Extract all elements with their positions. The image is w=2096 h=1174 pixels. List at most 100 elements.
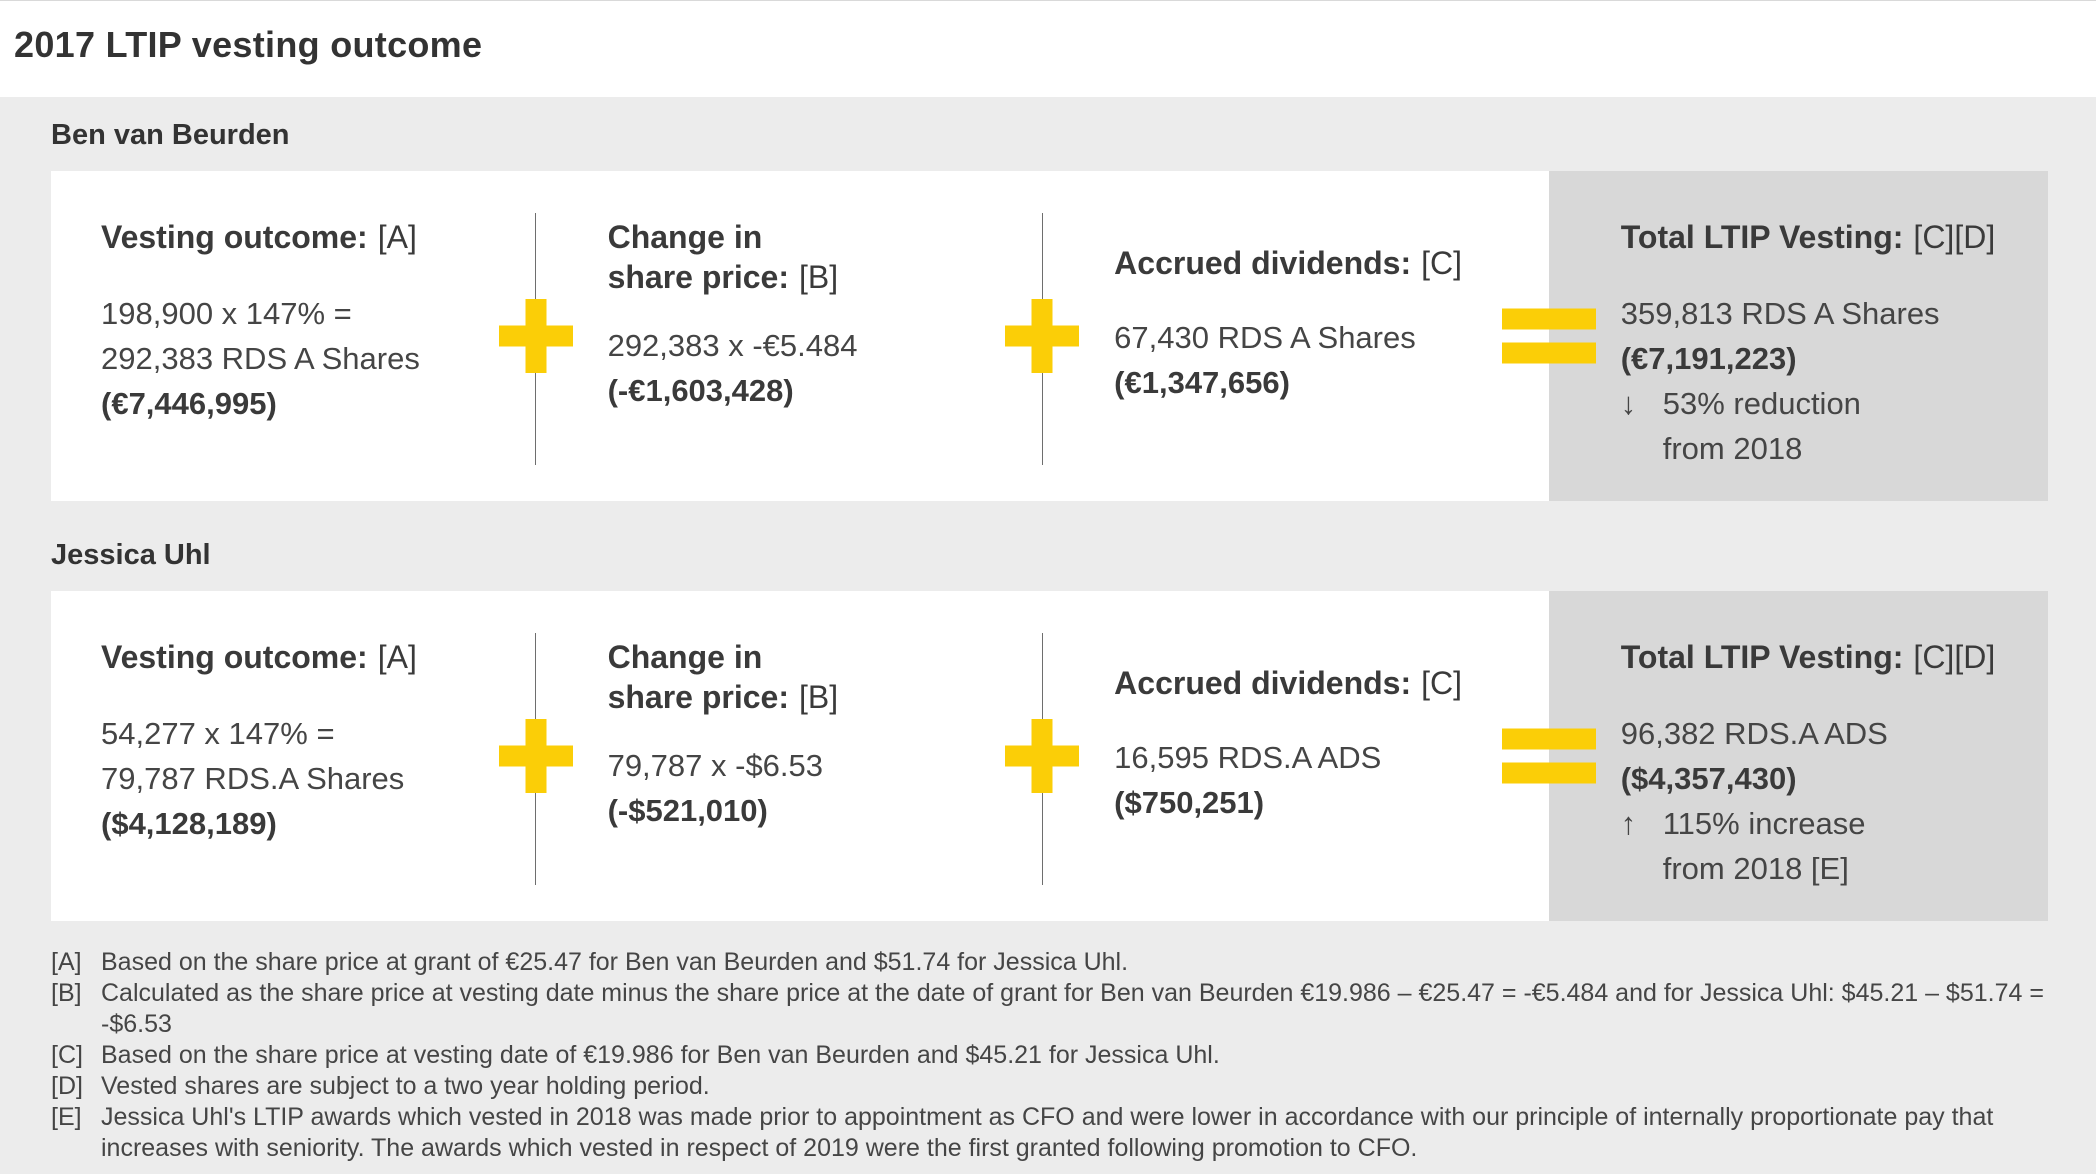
change-text-line2: from 2018 [E] — [1662, 851, 1849, 886]
footnote-text: Jessica Uhl's LTIP awards which vested i… — [101, 1103, 1994, 1162]
cell-body: 96,382 RDS.A ADS ($4,357,430) ↑ 115% incr… — [1621, 711, 2024, 891]
cell-heading: Accrued dividends: [C] — [1114, 243, 1525, 283]
plus-icon — [499, 299, 573, 373]
cell-heading: Total LTIP Vesting: [C][D] — [1621, 637, 2024, 677]
cell-heading: Total LTIP Vesting: [C][D] — [1621, 217, 2024, 257]
change-vs-prior-year: ↑ 115% increase — [1621, 801, 2024, 846]
total-vesting-cell: Total LTIP Vesting: [C][D] 96,382 RDS.A A… — [1501, 591, 2048, 921]
calculation-line: 292,383 RDS A Shares — [101, 341, 420, 376]
total-value-line: ($4,357,430) — [1620, 761, 1797, 796]
footnote-text: Vested shares are subject to a two year … — [101, 1072, 710, 1100]
calculation-result: (-$521,010) — [607, 793, 768, 828]
calculation-result: (€1,347,656) — [1114, 365, 1290, 400]
cell-heading-label: share price: — [607, 259, 789, 295]
cell-heading: Vesting outcome: [A] — [101, 637, 512, 677]
calculation-line: 16,595 RDS.A ADS — [1114, 740, 1382, 775]
footnotes: [A] Based on the share price at grant of… — [51, 947, 2048, 1164]
total-vesting-cell: Total LTIP Vesting: [C][D] 359,813 RDS A … — [1501, 171, 2048, 501]
footnote-text: Calculated as the share price at vesting… — [101, 979, 2044, 1038]
equals-icon — [1501, 308, 1596, 364]
vesting-outcome-cell: Vesting outcome: [A] 54,277 x 147% = 79,7… — [51, 591, 536, 921]
cell-heading-label: share price: — [607, 679, 789, 715]
footnote-ref-marker: [B] — [799, 679, 839, 715]
calculation-result: ($4,128,189) — [101, 806, 277, 841]
footnote-ref: [D] — [51, 1072, 83, 1100]
footnote: [A] Based on the share price at grant of… — [51, 947, 2048, 978]
cell-body: 359,813 RDS A Shares (€7,191,223) ↓ 53% r… — [1621, 291, 2024, 471]
footnote-ref: [C] — [51, 1041, 83, 1069]
change-text: 53% reduction — [1662, 386, 1861, 421]
cell-body: 79,787 x -$6.53 (-$521,010) — [608, 743, 1019, 833]
change-vs-prior-year: ↓ 53% reduction — [1621, 381, 2024, 426]
down-arrow-icon: ↓ — [1620, 386, 1637, 421]
calculation-line: 67,430 RDS A Shares — [1114, 320, 1416, 355]
footnote: [B] Calculated as the share price at ves… — [51, 978, 2048, 1040]
cell-body: 198,900 x 147% = 292,383 RDS A Shares (€… — [101, 291, 512, 426]
calculation-line: 54,277 x 147% = — [101, 716, 335, 751]
footnote-ref-marker: [C][D] — [1913, 639, 1996, 675]
total-shares-line: 359,813 RDS A Shares — [1620, 296, 1940, 331]
plus-icon — [1005, 299, 1079, 373]
footnote-ref-marker: [C] — [1421, 245, 1462, 281]
footnote: [E] Jessica Uhl's LTIP awards which vest… — [51, 1102, 2048, 1164]
cell-heading-label: Change in — [607, 219, 763, 255]
change-text: 115% increase — [1662, 806, 1866, 841]
total-value-line: (€7,191,223) — [1620, 341, 1797, 376]
cell-heading: Vesting outcome: [A] — [101, 217, 512, 257]
accrued-dividends-cell: Accrued dividends: [C] 16,595 RDS.A ADS (… — [1042, 591, 1549, 921]
panel-heading: Ben van Beurden — [51, 119, 290, 151]
footnote-ref: [B] — [51, 979, 82, 1007]
cell-heading: Accrued dividends: [C] — [1114, 663, 1525, 703]
cell-heading-label: Total LTIP Vesting: — [1620, 639, 1904, 675]
footnote-ref: [E] — [51, 1103, 82, 1131]
footnote-text: Based on the share price at grant of €25… — [101, 948, 1129, 976]
calculation-line: 292,383 x -€5.484 — [607, 328, 858, 363]
footnote-text: Based on the share price at vesting date… — [101, 1041, 1220, 1069]
cell-heading-label: Total LTIP Vesting: — [1620, 219, 1904, 255]
cell-heading-label: Accrued dividends: — [1114, 665, 1412, 701]
equals-icon — [1501, 728, 1596, 784]
cell-body: 16,595 RDS.A ADS ($750,251) — [1114, 735, 1525, 825]
calculation-card: Vesting outcome: [A] 198,900 x 147% = 292… — [51, 171, 2048, 501]
cell-heading: Change in share price: [B] — [608, 217, 1019, 297]
total-shares-line: 96,382 RDS.A ADS — [1620, 716, 1888, 751]
cell-heading-label: Vesting outcome: — [101, 639, 368, 675]
calculation-result: ($750,251) — [1114, 785, 1265, 820]
cell-body: 67,430 RDS A Shares (€1,347,656) — [1114, 315, 1525, 405]
footnote-ref-marker: [B] — [799, 259, 839, 295]
plus-icon — [499, 719, 573, 793]
accrued-dividends-cell: Accrued dividends: [C] 67,430 RDS A Share… — [1042, 171, 1549, 501]
figure-body: Ben van Beurden Vesting outcome: [A] 198,… — [0, 97, 2096, 1174]
calculation-line: 79,787 x -$6.53 — [607, 748, 824, 783]
cell-heading-label: Accrued dividends: — [1114, 245, 1412, 281]
share-price-change-cell: Change in share price: [B] 79,787 x -$6.5… — [536, 591, 1043, 921]
change-text-line2: from 2018 — [1662, 431, 1803, 466]
footnote-ref-marker: [C] — [1421, 665, 1462, 701]
vesting-outcome-cell: Vesting outcome: [A] 198,900 x 147% = 292… — [51, 171, 536, 501]
footnote-ref: [A] — [51, 948, 82, 976]
panel-heading: Jessica Uhl — [51, 539, 211, 571]
cell-heading: Change in share price: [B] — [608, 637, 1019, 717]
cell-heading-label: Vesting outcome: — [101, 219, 368, 255]
cell-body: 54,277 x 147% = 79,787 RDS.A Shares ($4,… — [101, 711, 512, 846]
figure-header: 2017 LTIP vesting outcome — [0, 1, 2096, 97]
calculation-card: Vesting outcome: [A] 54,277 x 147% = 79,7… — [51, 591, 2048, 921]
footnote-ref-marker: [A] — [377, 639, 417, 675]
cell-body: 292,383 x -€5.484 (-€1,603,428) — [608, 323, 1019, 413]
calculation-result: (-€1,603,428) — [607, 373, 794, 408]
calculation-result: (€7,446,995) — [101, 386, 277, 421]
calculation-line: 79,787 RDS.A Shares — [101, 761, 405, 796]
share-price-change-cell: Change in share price: [B] 292,383 x -€5.… — [536, 171, 1043, 501]
footnote-ref-marker: [A] — [377, 219, 417, 255]
plus-icon — [1005, 719, 1079, 793]
panel-ben-van-beurden: Ben van Beurden Vesting outcome: [A] 198,… — [51, 117, 2048, 501]
up-arrow-icon: ↑ — [1620, 806, 1637, 841]
footnote: [D] Vested shares are subject to a two y… — [51, 1071, 2048, 1102]
calculation-line: 198,900 x 147% = — [101, 296, 352, 331]
footnote: [C] Based on the share price at vesting … — [51, 1040, 2048, 1071]
footnote-ref-marker: [C][D] — [1913, 219, 1996, 255]
cell-heading-label: Change in — [607, 639, 763, 675]
figure-title: 2017 LTIP vesting outcome — [14, 24, 483, 65]
panel-jessica-uhl: Jessica Uhl Vesting outcome: [A] 54,277 x… — [51, 537, 2048, 921]
